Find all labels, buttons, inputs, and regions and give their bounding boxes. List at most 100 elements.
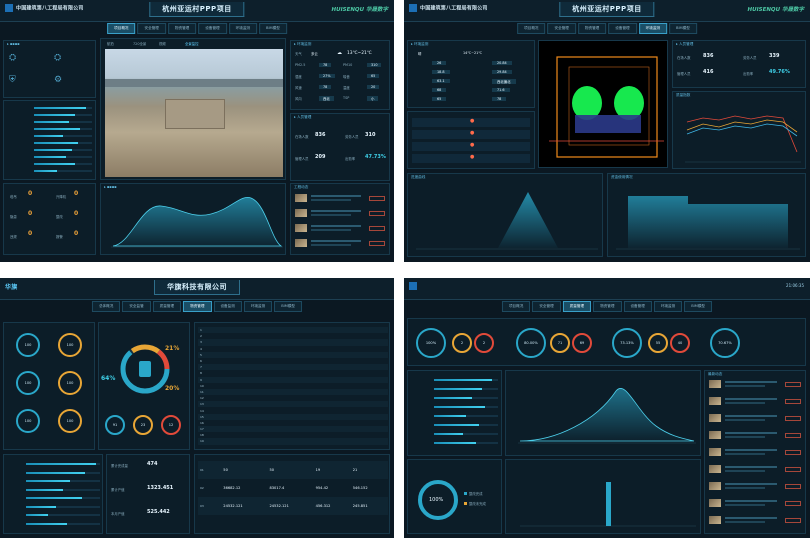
status-tag[interactable]	[785, 399, 801, 404]
news-thumbnail[interactable]	[709, 414, 721, 422]
status-tag[interactable]	[785, 433, 801, 438]
nav-tab[interactable]: 安全管理	[137, 23, 166, 34]
status-tag[interactable]	[785, 484, 801, 489]
table-row[interactable]: 17	[198, 426, 388, 433]
nav-tab[interactable]: 项目概况	[517, 23, 546, 34]
row-index: 15	[200, 414, 204, 419]
status-tag[interactable]	[369, 196, 385, 201]
nav-tab[interactable]: 设备监测	[213, 301, 242, 312]
table-row[interactable]: 14	[198, 407, 388, 413]
nav-tab[interactable]: 项目概况	[107, 23, 136, 34]
people-label: 管理人员	[677, 72, 691, 76]
nav-tab[interactable]: 设备管理	[623, 301, 652, 312]
table-row[interactable]: 6	[198, 358, 388, 364]
table-row[interactable]: 19	[198, 438, 388, 445]
nav-tab[interactable]: 总体概况	[91, 301, 121, 312]
nav-tab[interactable]: 安全监管	[122, 301, 151, 312]
nav-tab[interactable]: 物资管理	[593, 301, 622, 312]
status-tag[interactable]	[785, 518, 801, 523]
status-tag[interactable]	[785, 501, 801, 506]
nav-tab[interactable]: 质量管理	[152, 301, 182, 312]
table-row[interactable]: 8	[198, 370, 388, 376]
news-line	[725, 504, 765, 506]
table-row[interactable]: 11	[198, 388, 388, 396]
nav-tab[interactable]: 设备管理	[608, 23, 637, 34]
video-tab[interactable]: 航拍	[107, 42, 114, 46]
video-tab[interactable]: 720全景	[133, 42, 147, 46]
news-thumbnail[interactable]	[709, 499, 721, 507]
status-tag[interactable]	[785, 467, 801, 472]
nav-tab[interactable]: 质量管理	[562, 301, 592, 312]
table-row[interactable]: 18	[198, 432, 388, 438]
nav-tab[interactable]: 安全管理	[547, 23, 576, 34]
nav-tab[interactable]: 物资管理	[577, 23, 607, 34]
stat-value: 0	[28, 230, 33, 237]
table-row[interactable]: 16	[198, 420, 388, 426]
table-row[interactable]: 9	[198, 376, 388, 383]
nav-tab[interactable]: 环境监测	[228, 23, 258, 34]
status-tag[interactable]	[369, 226, 385, 231]
stat-label: 升降机	[56, 195, 67, 199]
nav-tab[interactable]: BIM模型	[669, 23, 697, 34]
nav-tab[interactable]: 设备管理	[198, 23, 227, 34]
nav-tab[interactable]: 环境监测	[638, 23, 668, 34]
nav-tab[interactable]: BIM模型	[274, 301, 303, 312]
news-thumbnail[interactable]	[709, 482, 721, 490]
news-thumbnail[interactable]	[295, 224, 307, 232]
status-tag[interactable]	[785, 416, 801, 421]
progress-fill	[26, 514, 49, 516]
nav-tab[interactable]: 物资管理	[183, 301, 212, 312]
table-row[interactable]: 2	[198, 333, 388, 339]
news-thumbnail[interactable]	[709, 516, 721, 524]
table-row[interactable]: 1	[198, 327, 388, 334]
news-thumbnail[interactable]	[709, 397, 721, 405]
kpi-label: 累计完成量	[111, 464, 128, 468]
progress-fill	[34, 149, 72, 151]
env-key: 温度	[343, 86, 350, 90]
table-row[interactable]: 12	[198, 395, 388, 401]
logo-mark-icon	[409, 4, 417, 12]
nav-tab[interactable]: 物资管理	[167, 23, 197, 34]
table-row[interactable]: 3	[198, 339, 388, 346]
news-line	[725, 415, 777, 417]
nav-tab[interactable]: 环境监测	[243, 301, 273, 312]
table-row[interactable]: 02 36682.12 83017.4 954.42 546.152	[198, 479, 388, 497]
video-tab[interactable]: 视频	[159, 42, 166, 46]
table-row[interactable]: 01 50 50 19 21	[198, 461, 388, 479]
bim-model[interactable]	[539, 41, 669, 169]
table-row[interactable]: 5	[198, 351, 388, 358]
site-photo[interactable]	[105, 49, 283, 177]
progress-bar	[26, 463, 100, 465]
table-row[interactable]: 10	[198, 383, 388, 389]
status-tag[interactable]	[369, 211, 385, 216]
news-thumbnail[interactable]	[295, 209, 307, 217]
status-tag[interactable]	[785, 382, 801, 387]
table-row[interactable]: 7	[198, 364, 388, 371]
table-cell: 50	[223, 468, 228, 472]
news-thumbnail[interactable]	[295, 239, 307, 247]
env-value: 310	[367, 63, 382, 67]
news-thumbnail[interactable]	[709, 448, 721, 456]
env-value: 西北偏北	[492, 79, 516, 84]
video-tab[interactable]: 全景监控	[185, 42, 199, 46]
news-thumbnail[interactable]	[295, 194, 307, 202]
weather-value: 多云	[311, 52, 318, 56]
progress-ring: 73.13%	[612, 328, 642, 358]
status-tag[interactable]	[785, 450, 801, 455]
nav-tab[interactable]: BIM模型	[684, 301, 713, 312]
news-thumbnail[interactable]	[709, 465, 721, 473]
news-line	[311, 240, 361, 242]
progress-bar	[26, 505, 100, 508]
table-row[interactable]: 13	[198, 401, 388, 408]
table-row[interactable]: 15	[198, 413, 388, 420]
status-tag[interactable]	[369, 241, 385, 246]
table-row[interactable]: 4	[198, 346, 388, 352]
nav-tab[interactable]: 环境监测	[653, 301, 683, 312]
nav-tab[interactable]: 项目概况	[501, 301, 531, 312]
nav-tab[interactable]: 安全管理	[532, 301, 561, 312]
table-row[interactable]: 03 24532.121 24532.121 456.312 245.851	[198, 497, 388, 515]
news-thumbnail[interactable]	[709, 380, 721, 388]
news-thumbnail[interactable]	[709, 431, 721, 439]
nav-tab[interactable]: BIM模型	[259, 23, 287, 34]
people-value: 310	[365, 132, 376, 138]
